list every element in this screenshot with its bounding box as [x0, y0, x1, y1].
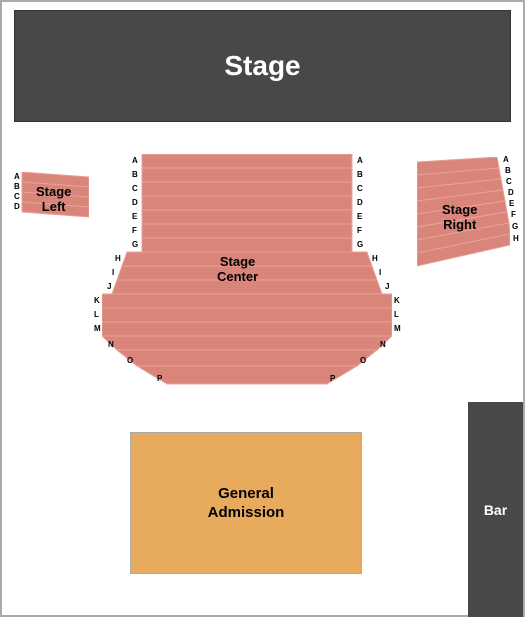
row-label: D	[14, 202, 20, 211]
bar-label: Bar	[484, 502, 507, 518]
row-label: M	[394, 324, 401, 333]
row-label: L	[394, 310, 399, 319]
row-label: H	[115, 254, 121, 263]
row-label: P	[157, 374, 162, 383]
row-label: I	[112, 268, 114, 277]
row-label: A	[14, 172, 20, 181]
row-label: G	[512, 222, 518, 231]
row-label: O	[360, 356, 366, 365]
row-label: C	[132, 184, 138, 193]
ga-label: GeneralAdmission	[208, 484, 285, 523]
row-label: H	[372, 254, 378, 263]
seating-chart: Stage StageLeft A B C D	[0, 0, 525, 617]
row-label: C	[357, 184, 363, 193]
row-label: E	[132, 212, 137, 221]
row-label: C	[14, 192, 20, 201]
row-label: G	[357, 240, 363, 249]
row-label: D	[508, 188, 514, 197]
row-label: B	[132, 170, 138, 179]
row-label: F	[132, 226, 137, 235]
row-label: A	[357, 156, 363, 165]
row-label: B	[14, 182, 20, 191]
row-label: B	[505, 166, 511, 175]
row-label: D	[357, 198, 363, 207]
row-label: F	[357, 226, 362, 235]
row-label: A	[132, 156, 138, 165]
row-label: D	[132, 198, 138, 207]
row-label: F	[511, 210, 516, 219]
stage-left-rows	[22, 172, 89, 217]
row-label: K	[394, 296, 400, 305]
row-label: N	[380, 340, 386, 349]
stage-center-section[interactable]: StageCenter A B C D E F G H I J K L M N …	[102, 154, 392, 389]
row-label: C	[506, 177, 512, 186]
row-label: B	[357, 170, 363, 179]
row-label: M	[94, 324, 101, 333]
row-label: N	[108, 340, 114, 349]
row-label: J	[107, 282, 111, 291]
stage-center-rows	[102, 154, 392, 384]
row-label: A	[503, 155, 509, 164]
stage-main[interactable]: Stage	[14, 10, 511, 122]
stage-right-rows	[417, 157, 510, 266]
row-label: E	[357, 212, 362, 221]
row-label: K	[94, 296, 100, 305]
general-admission-section[interactable]: GeneralAdmission	[130, 432, 362, 574]
row-label: H	[513, 234, 519, 243]
row-label: E	[509, 199, 514, 208]
bar-section[interactable]: Bar	[468, 402, 523, 617]
row-label: L	[94, 310, 99, 319]
row-label: G	[132, 240, 138, 249]
row-label: J	[385, 282, 389, 291]
stage-left-section[interactable]: StageLeft A B C D	[14, 172, 89, 230]
row-label: O	[127, 356, 133, 365]
row-label: P	[330, 374, 335, 383]
row-label: I	[379, 268, 381, 277]
stage-right-section[interactable]: StageRight A B C D E F G H	[417, 157, 510, 272]
